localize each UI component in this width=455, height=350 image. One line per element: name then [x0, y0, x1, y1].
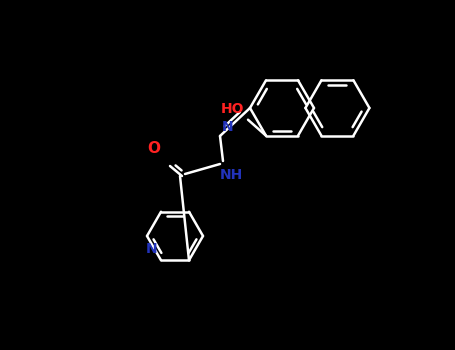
- Text: NH: NH: [220, 168, 243, 182]
- Text: N: N: [146, 242, 157, 256]
- Text: N: N: [222, 120, 233, 134]
- Text: O: O: [147, 141, 160, 156]
- Text: HO: HO: [221, 102, 244, 116]
